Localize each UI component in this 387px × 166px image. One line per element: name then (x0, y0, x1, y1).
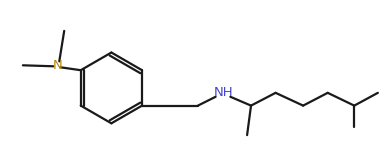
Text: N: N (53, 59, 62, 72)
Text: NH: NH (214, 86, 233, 99)
